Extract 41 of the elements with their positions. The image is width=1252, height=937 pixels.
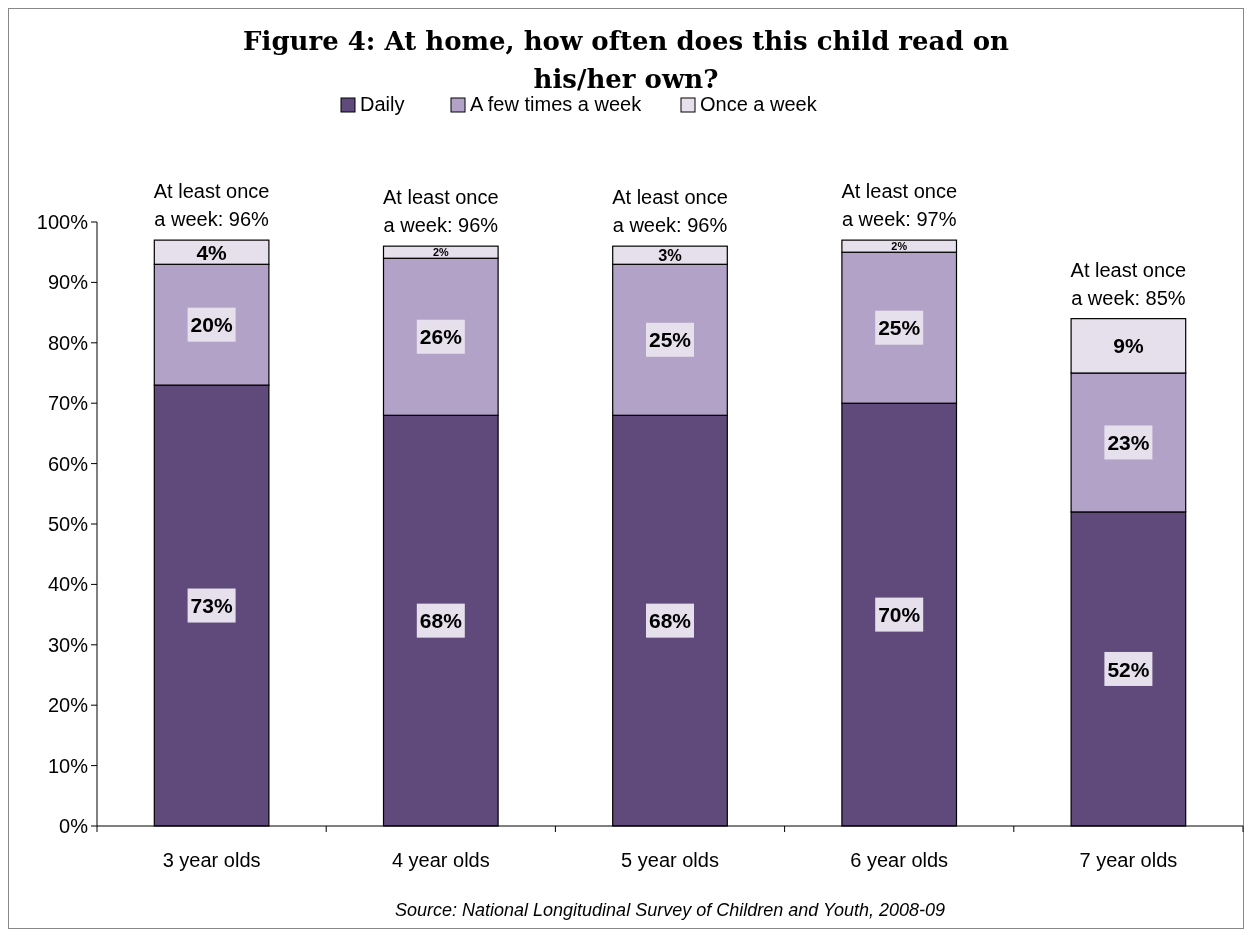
x-tick-label: 3 year olds [162,849,261,871]
y-tick-label: 100% [36,211,89,233]
text: 70% [878,603,921,627]
text: 52% [1107,657,1150,681]
x-tick-label: 5 year olds [621,849,719,871]
x-tick-label: 6 year olds [850,849,949,871]
text: 3% [658,246,682,265]
text: 4% [196,240,227,264]
text: 68% [648,609,692,633]
y-tick-label: 20% [47,694,89,717]
y-tick-label: 70% [47,392,89,415]
text: 68% [419,609,462,633]
chart-title: Figure 4: At home, how often does this child read on his/her own? [243,26,1010,94]
text: 73% [190,594,233,618]
y-tick-label: 90% [47,271,89,294]
annotation: At least once a week: 85% [1070,258,1187,309]
text: 20% [190,313,233,337]
text: 25% [648,328,692,352]
y-tick-label: 40% [47,573,89,596]
text: 9% [1113,334,1144,358]
legend-label: A few times a week [470,93,643,115]
legend-label: Daily [360,93,405,115]
annotation: At least once a week: 97% [841,180,958,231]
y-tick-label: 60% [47,452,89,475]
annotation: At least once a week: 96% [382,186,499,237]
y-tick-label: 0% [59,815,89,837]
text: 26% [419,325,462,349]
source-note: Source: National Longitudinal Survey of Children and Youth, 2008-09 [394,900,946,920]
y-tick-label: 30% [47,633,89,656]
legend-label: Once a week [700,93,818,115]
annotation: At least once a week: 96% [612,186,728,237]
text: 25% [878,316,921,340]
x-tick-label: 4 year olds [391,849,490,871]
text: 2% [891,240,908,253]
y-tick-label: 10% [47,754,89,777]
y-tick-label: 80% [47,331,89,354]
text: 23% [1107,431,1150,455]
text: 2% [432,246,449,259]
y-tick-label: 50% [47,513,89,535]
x-tick-label: 7 year olds [1079,849,1178,871]
annotation: At least once a week: 96% [153,180,270,231]
